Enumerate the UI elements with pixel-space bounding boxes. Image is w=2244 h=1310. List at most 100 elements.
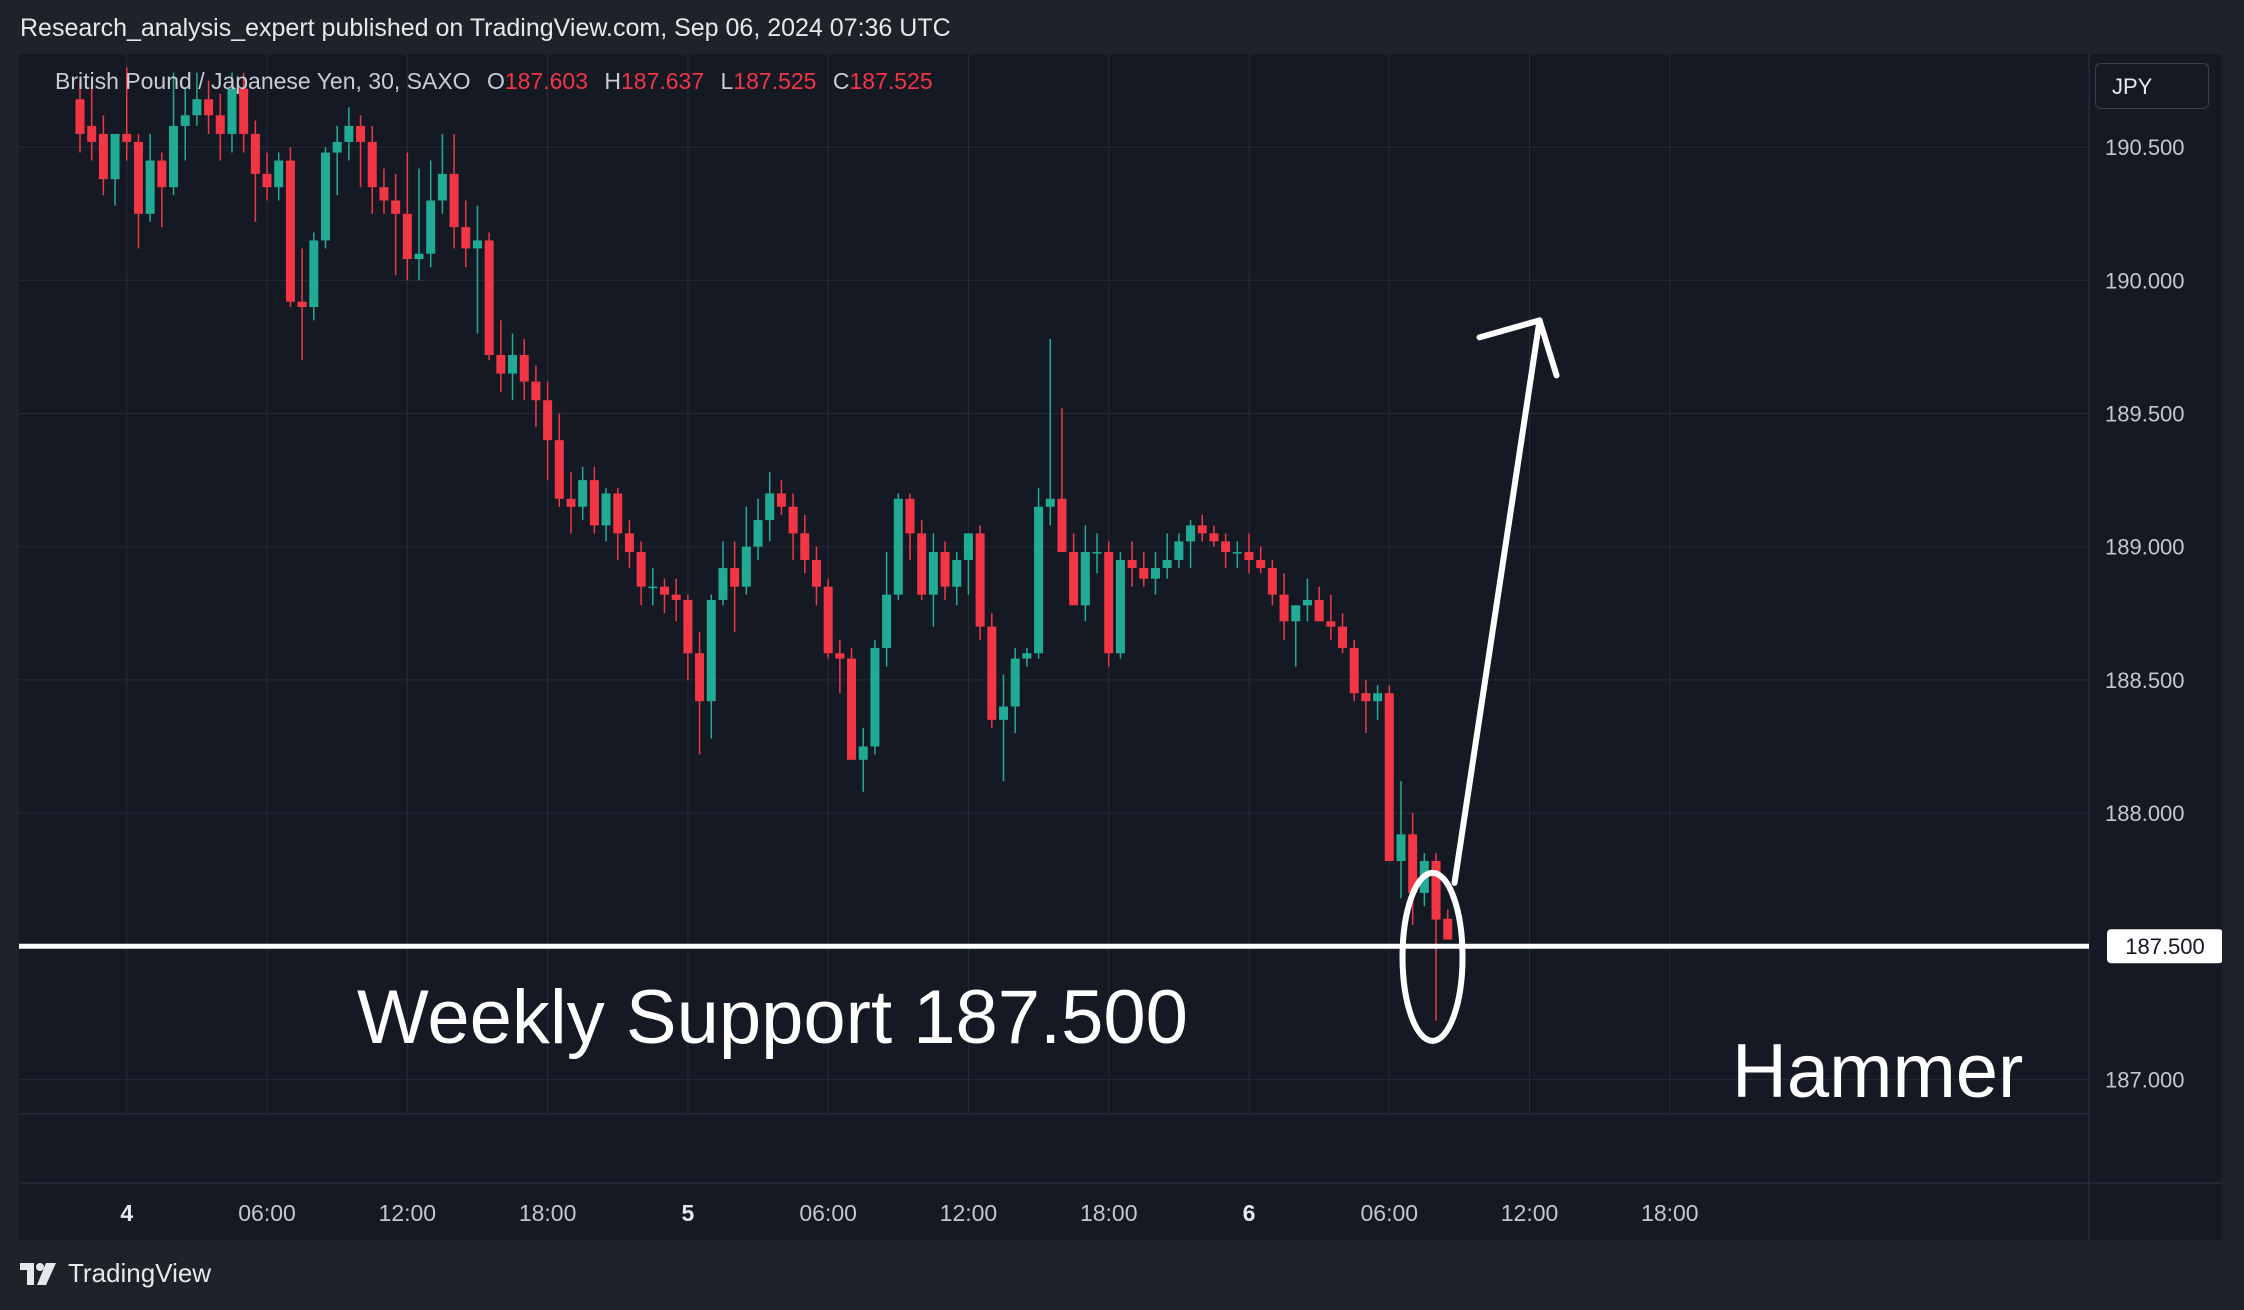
arrow-head	[1476, 317, 1560, 379]
candle-body	[426, 200, 436, 254]
candle-body	[800, 533, 810, 561]
candle-body	[952, 560, 962, 587]
candle-body	[1279, 594, 1289, 622]
candle-body	[379, 187, 389, 201]
candle-body	[613, 493, 623, 534]
x-tick-label: 6	[1243, 1200, 1256, 1226]
candle-body	[1034, 506, 1044, 654]
candle-body	[811, 560, 821, 587]
candle-body	[870, 647, 880, 747]
candle-body	[1267, 568, 1277, 595]
publisher-caption: Research_analysis_expert published on Tr…	[20, 14, 951, 42]
candle-body	[788, 506, 798, 534]
candle-body	[484, 240, 494, 355]
candle-body	[660, 586, 669, 595]
candle-body	[496, 354, 506, 374]
candle-body	[391, 200, 401, 214]
candle-body	[1338, 626, 1348, 648]
candle-body	[624, 533, 634, 553]
candle-body	[928, 552, 938, 595]
candle-body	[882, 594, 892, 648]
candle-body	[543, 400, 553, 441]
candle-body	[823, 586, 833, 654]
x-tick-label: 4	[120, 1200, 133, 1226]
x-tick-label: 06:00	[799, 1200, 857, 1226]
candle-body	[554, 440, 564, 499]
candle-body	[858, 746, 868, 760]
chart-legend: British Pound / Japanese Yen, 30, SAXO O…	[55, 68, 933, 95]
candle-body	[250, 133, 260, 174]
candle-body	[1162, 560, 1172, 569]
candle-body	[332, 141, 342, 153]
candle-body	[320, 152, 330, 241]
candle-body	[1443, 918, 1453, 940]
candle-body	[274, 160, 284, 188]
candle-body	[169, 125, 179, 188]
candle-body	[449, 173, 459, 228]
footer-brand-label: TradingView	[68, 1258, 212, 1288]
legend-high-value: 187.637	[621, 68, 705, 94]
candle-body	[531, 381, 541, 401]
chart-frame[interactable]: Weekly Support 187.500 Hammer 190.500 190.…	[19, 54, 2222, 1240]
legend-symbol: British Pound / Japanese Yen, 30, SAXO	[55, 68, 471, 94]
candle-body	[776, 493, 786, 507]
x-tick-label: 18:00	[519, 1200, 577, 1226]
candle-body	[1221, 541, 1231, 553]
candle-body	[999, 706, 1009, 720]
candle-body	[1069, 552, 1079, 606]
candle-body	[987, 626, 997, 720]
footer-brand[interactable]: TradingView	[20, 1258, 211, 1289]
candle-body	[671, 594, 681, 600]
candle-body	[893, 498, 903, 595]
legend-low-value: 187.525	[733, 68, 817, 94]
y-tick-label: 188.000	[2105, 801, 2185, 826]
x-tick-label: 12:00	[379, 1200, 437, 1226]
candle-body	[1115, 560, 1125, 654]
legend-low-label: L	[720, 68, 734, 94]
candle-body	[835, 653, 845, 659]
legend-open-label: O	[486, 68, 505, 94]
candle-body	[1150, 568, 1160, 579]
candle-body	[847, 658, 857, 760]
candle-body	[1373, 693, 1383, 702]
candle-body	[437, 173, 447, 201]
candle-body	[402, 213, 412, 260]
candle-body	[1349, 647, 1359, 694]
candle-body	[110, 133, 120, 180]
candle-body	[75, 99, 85, 134]
candle-body	[975, 533, 985, 627]
candle-body	[285, 160, 295, 302]
candle-body	[1092, 552, 1102, 554]
candle-body	[1326, 621, 1336, 627]
candle-body	[133, 141, 143, 214]
candle-body	[519, 354, 529, 382]
legend-high-label: H	[604, 68, 621, 94]
price-label-box	[2107, 929, 2222, 964]
candle-body	[1396, 834, 1406, 861]
candle-body	[753, 520, 763, 547]
candle-body	[1314, 599, 1324, 622]
candle-body	[367, 141, 377, 188]
candle-body	[262, 173, 272, 188]
legend-close-label: C	[832, 68, 850, 94]
candle-body	[566, 498, 576, 507]
candle-body	[157, 160, 167, 188]
candle-body	[204, 99, 214, 116]
candle-body	[741, 546, 751, 587]
x-tick-label: 18:00	[1080, 1200, 1138, 1226]
candle-body	[180, 115, 190, 126]
candle-body	[472, 240, 482, 249]
candle-body	[215, 115, 225, 134]
currency-button[interactable]: JPY	[2095, 63, 2209, 109]
x-tick-label: 06:00	[238, 1200, 296, 1226]
candle-body	[356, 125, 366, 142]
candle-body	[145, 160, 155, 214]
arrow-shaft	[1451, 317, 1543, 886]
candle-body	[1186, 525, 1196, 542]
candle-body	[98, 133, 108, 180]
x-tick-label: 18:00	[1641, 1200, 1699, 1226]
candle-body	[227, 88, 237, 134]
candle-body	[905, 498, 915, 534]
candle-body	[1010, 658, 1020, 707]
